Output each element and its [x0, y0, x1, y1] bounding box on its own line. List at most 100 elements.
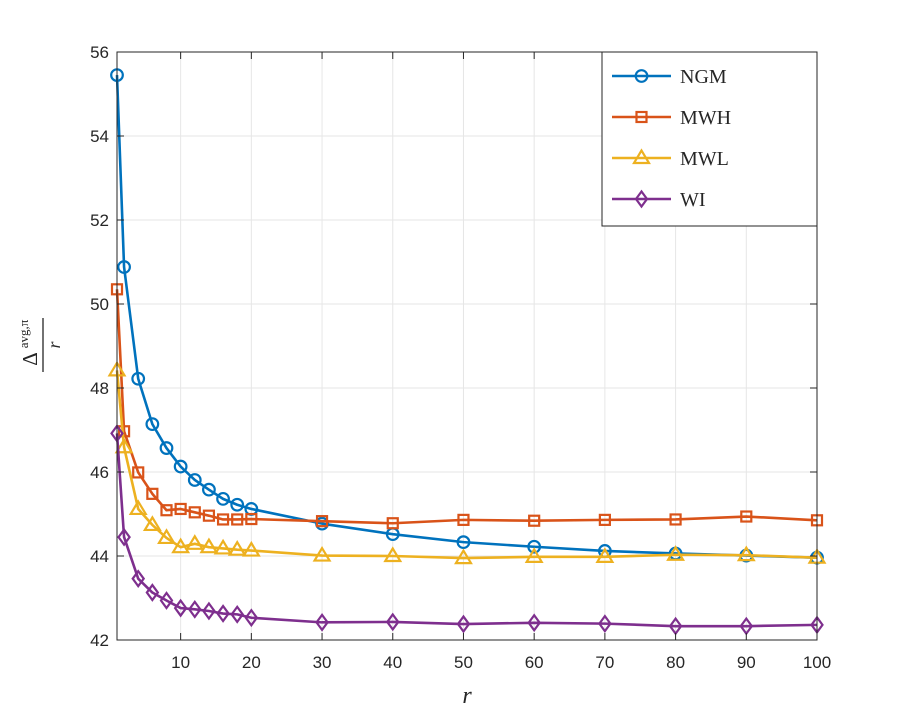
legend-entry-mwl: MWL: [612, 148, 729, 170]
x-tick-label: 30: [313, 653, 332, 672]
data-point-wi: [230, 605, 245, 624]
data-point-ngm: [527, 539, 542, 554]
data-point-wi: [385, 612, 400, 632]
data-point-wi: [159, 591, 174, 610]
x-tick-label: 20: [242, 653, 261, 672]
plot-frame: [116, 51, 818, 641]
series-line-wi: [115, 433, 818, 628]
data-point-wi: [131, 569, 146, 589]
series-wi: [110, 423, 824, 636]
data-point-wi: [244, 608, 259, 628]
data-point-mwh: [598, 513, 611, 526]
legend-entry-mwh: MWH: [612, 107, 731, 129]
data-point-mwl: [595, 547, 615, 563]
data-point-wi: [117, 527, 131, 547]
x-tick-label: 100: [803, 653, 831, 672]
y-axis-title-denominator: r: [44, 341, 64, 349]
x-tick-label: 60: [525, 653, 544, 672]
data-point-mwl: [736, 545, 756, 562]
data-point-ngm: [117, 260, 131, 274]
data-point-wi: [145, 583, 160, 602]
x-tick-label: 50: [454, 653, 473, 672]
data-point-mwh: [245, 512, 258, 526]
data-point-ngm: [187, 473, 202, 487]
y-axis-title-delta: Δ: [18, 352, 42, 366]
data-point-mwl: [185, 534, 205, 550]
data-point-mwh: [160, 504, 173, 517]
data-point-ngm: [173, 459, 188, 474]
data-point-mwl: [213, 538, 233, 555]
data-point-mwl: [114, 437, 134, 454]
series-line-mwh: [115, 289, 818, 525]
x-tick-label: 70: [595, 653, 614, 672]
data-point-wi: [216, 604, 230, 623]
data-point-mwl: [199, 537, 219, 554]
data-point-mwl: [454, 548, 473, 565]
y-tick-label: 42: [90, 631, 109, 650]
data-point-mwl: [227, 540, 247, 556]
data-point-wi: [187, 599, 202, 619]
data-point-mwh: [132, 466, 145, 479]
data-point-mwl: [666, 545, 686, 561]
x-tick-label: 90: [737, 653, 756, 672]
legend-label: NGM: [680, 66, 727, 88]
axis-ticks: 10 20 30 40 50 60 70 80 90 100 42 44 46 48 50 52 54 56: [90, 43, 831, 672]
data-point-ngm: [159, 441, 174, 455]
data-point-mwl: [128, 499, 148, 516]
y-tick-label: 50: [90, 295, 109, 314]
y-tick-label: 44: [90, 547, 109, 566]
data-point-mwh: [315, 515, 329, 528]
data-point-mwh: [528, 514, 541, 527]
data-point-mwh: [231, 513, 244, 526]
data-point-mwh: [202, 509, 216, 522]
data-point-mwh: [146, 487, 159, 500]
data-point-mwh: [457, 513, 470, 526]
y-tick-label: 48: [90, 379, 109, 398]
legend-marker-circle: [634, 69, 649, 83]
y-tick-label: 54: [90, 127, 109, 146]
data-point-mwh: [386, 517, 399, 530]
data-point-wi: [456, 614, 471, 634]
y-tick-label: 56: [90, 43, 109, 62]
legend-label: WI: [680, 189, 706, 211]
legend-marker-triangle: [632, 148, 651, 165]
legend-label: MWL: [680, 148, 729, 170]
data-point-wi: [173, 598, 188, 618]
legend: NGM MWH MWL WI: [601, 51, 818, 227]
x-tick-label: 40: [383, 653, 402, 672]
x-tick-label: 80: [666, 653, 685, 672]
legend-marker-diamond: [634, 189, 649, 209]
data-point-wi: [315, 612, 329, 632]
legend-entry-ngm: NGM: [612, 66, 727, 88]
data-point-wi: [598, 614, 612, 633]
data-point-ngm: [202, 482, 216, 497]
legend-label: MWH: [680, 107, 731, 129]
data-point-mwh: [740, 510, 753, 523]
data-point-mwl: [383, 546, 403, 563]
data-point-mwh: [188, 506, 201, 519]
data-point-mwl: [241, 540, 261, 557]
data-point-mwl: [171, 537, 191, 554]
y-axis-title: Δ avg,π r: [16, 318, 64, 372]
legend-entry-wi: WI: [612, 189, 706, 211]
data-point-ngm: [216, 491, 230, 506]
data-point-ngm: [145, 417, 160, 432]
data-point-mwh: [216, 513, 230, 526]
x-axis-title: r: [462, 683, 472, 709]
series-mwl: [107, 360, 827, 565]
data-point-wi: [527, 613, 542, 633]
data-point-ngm: [131, 371, 146, 386]
y-tick-label: 46: [90, 463, 109, 482]
series-mwh: [110, 283, 824, 530]
legend-marker-square: [635, 110, 648, 124]
data-point-mwl: [312, 545, 332, 562]
data-point-mwl: [524, 547, 544, 563]
data-point-mwh: [174, 502, 187, 516]
data-point-mwl: [142, 515, 162, 532]
x-tick-label: 10: [171, 653, 190, 672]
series-line-mwl: [115, 370, 818, 560]
data-point-mwl: [157, 528, 176, 545]
data-point-mwh: [669, 513, 682, 526]
y-tick-label: 52: [90, 211, 109, 230]
